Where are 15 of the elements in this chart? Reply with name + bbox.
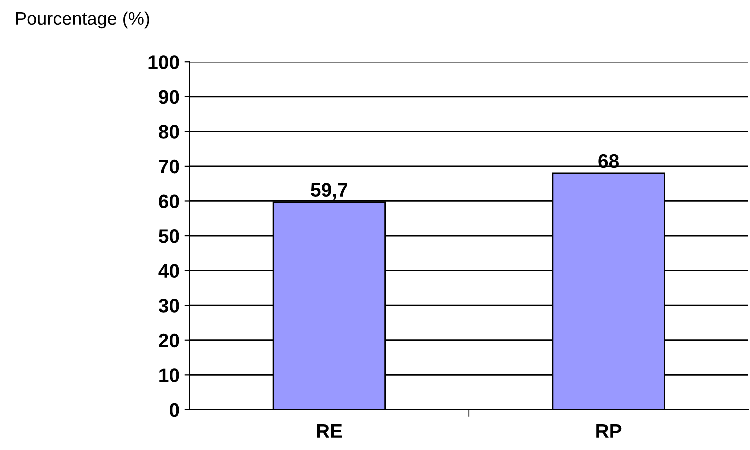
y-tick-label: 10 (160, 368, 180, 382)
data-label: 59,7 (311, 183, 348, 200)
y-tick-label: 60 (159, 194, 180, 208)
x-tick-label: RE (317, 424, 342, 438)
y-tick-label: 70 (159, 160, 180, 174)
y-tick-label: 20 (159, 334, 180, 348)
y-tick-label: 40 (158, 264, 180, 278)
y-tick-label: 90 (159, 90, 180, 104)
y-tick-label: 50 (159, 229, 180, 244)
y-tick-label: 0 (170, 403, 180, 418)
y-tick-label: 100 (148, 56, 180, 70)
y-axis-title: Pourcentage (%) (16, 12, 150, 29)
y-tick-label: 30 (158, 299, 180, 313)
x-tick-label: RP (596, 424, 622, 438)
y-tick-label: 80 (159, 125, 180, 139)
